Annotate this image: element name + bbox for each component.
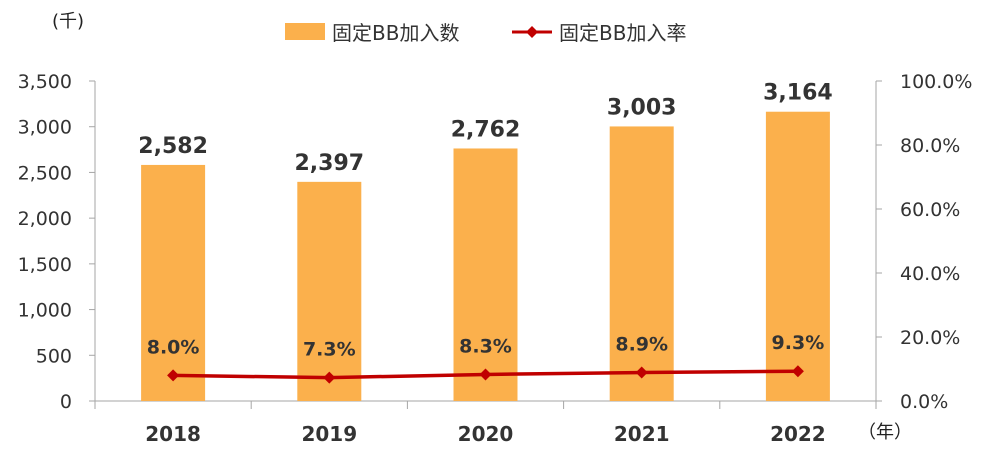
rate-marker (323, 371, 336, 384)
rate-value-label: 8.9% (615, 334, 668, 356)
right-axis-tick-label: 20.0% (900, 327, 960, 349)
rate-marker (479, 368, 492, 381)
left-axis-tick-label: 2,000 (18, 208, 72, 230)
rate-value-label: 8.0% (147, 336, 200, 358)
x-axis-unit-label: （年） (858, 422, 912, 443)
left-axis-unit-label: (千) (52, 11, 84, 32)
right-axis-tick-label: 100.0% (900, 71, 972, 93)
bar (141, 164, 206, 401)
bar-value-label: 2,582 (138, 134, 208, 159)
right-axis-tick-label: 60.0% (900, 199, 960, 221)
left-axis-tick-label: 3,500 (18, 71, 72, 93)
bar-value-label: 2,397 (295, 151, 365, 176)
rate-value-label: 9.3% (772, 332, 825, 354)
rate-value-label: 8.3% (459, 335, 512, 357)
legend-line-label: 固定BB加入率 (559, 21, 686, 45)
x-axis-category-label: 2020 (458, 422, 514, 446)
line-series (167, 365, 804, 384)
rate-marker (167, 369, 180, 382)
x-axis-category-label: 2022 (770, 422, 826, 446)
left-axis-tick-label: 3,000 (18, 117, 72, 139)
right-axis-tick-label: 0.0% (900, 391, 948, 413)
bar (765, 111, 830, 401)
left-axis-tick-label: 1,000 (18, 300, 72, 322)
legend-bar-label: 固定BB加入数 (332, 21, 459, 45)
rate-marker (635, 366, 648, 379)
rate-value-label: 7.3% (303, 339, 356, 361)
legend-bar-swatch (285, 23, 325, 40)
x-axis-category-label: 2018 (145, 422, 201, 446)
bar-series (141, 111, 830, 401)
x-axis-category-label: 2019 (301, 422, 357, 446)
bar-value-label: 2,762 (451, 117, 521, 142)
left-axis-tick-label: 0 (60, 391, 72, 413)
rate-marker (791, 365, 804, 378)
axes: 0 500 1,000 1,500 2,000 2,500 3,000 3,500 0.0% 20… (18, 71, 973, 446)
left-axis-tick-label: 2,500 (18, 162, 72, 184)
x-axis-category-label: 2021 (614, 422, 670, 446)
bar (453, 148, 518, 401)
legend-line-marker (526, 26, 538, 38)
right-axis-tick-label: 80.0% (900, 135, 960, 157)
bar (609, 126, 674, 401)
left-axis-tick-label: 1,500 (18, 254, 72, 276)
data-labels: 2,582 2,397 2,762 3,003 3,164 8.0% 7.3% 8.3% 8.9… (138, 81, 832, 361)
bar-value-label: 3,003 (607, 95, 677, 120)
right-axis-tick-label: 40.0% (900, 263, 960, 285)
bar (297, 181, 362, 401)
legend: 固定BB加入数 固定BB加入率 (285, 21, 686, 45)
bar-value-label: 3,164 (763, 81, 833, 106)
left-axis-tick-label: 500 (36, 345, 72, 367)
